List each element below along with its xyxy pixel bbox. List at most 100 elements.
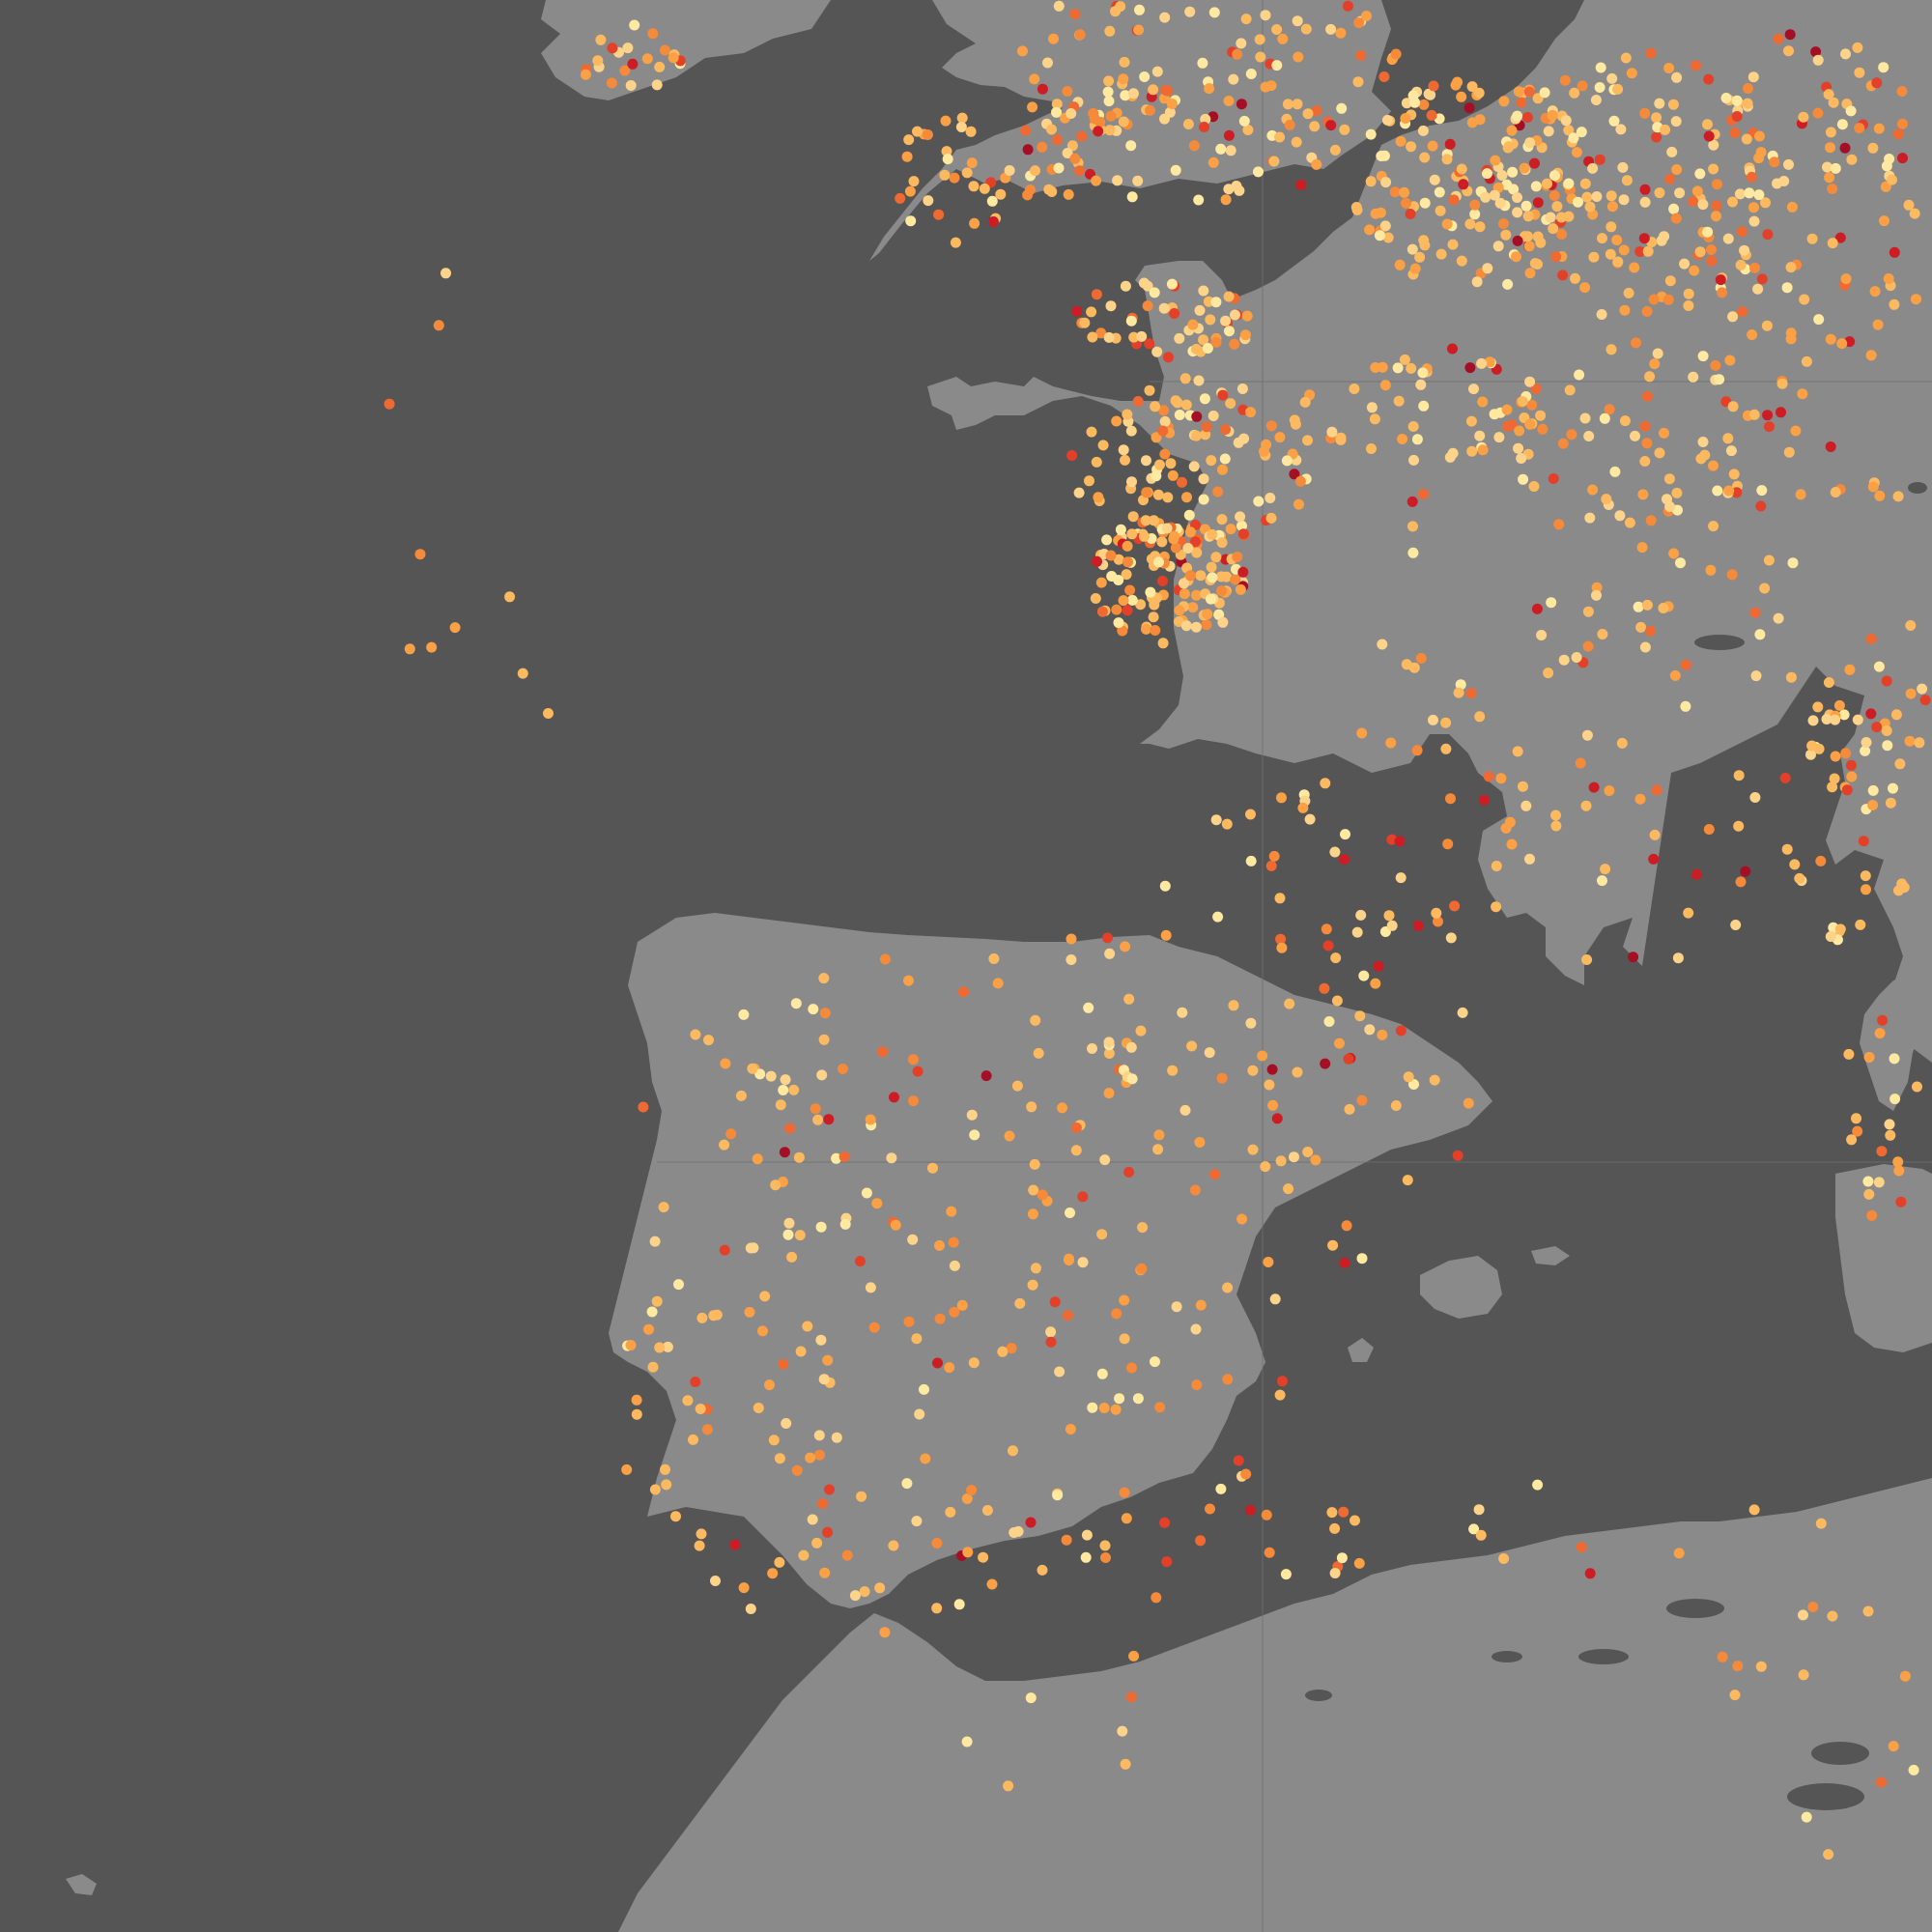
- map-marker[interactable]: [517, 668, 528, 679]
- map-marker[interactable]: [1756, 273, 1768, 285]
- map-marker[interactable]: [794, 1230, 806, 1241]
- map-marker[interactable]: [841, 1549, 853, 1561]
- map-marker[interactable]: [1550, 251, 1562, 263]
- map-marker[interactable]: [1141, 487, 1152, 498]
- map-marker[interactable]: [592, 55, 604, 67]
- map-marker[interactable]: [1495, 773, 1507, 784]
- map-marker[interactable]: [1855, 919, 1866, 930]
- map-marker[interactable]: [606, 77, 617, 89]
- map-marker[interactable]: [1240, 1468, 1252, 1480]
- map-marker[interactable]: [1840, 273, 1852, 285]
- map-marker[interactable]: [627, 58, 639, 70]
- map-marker[interactable]: [1379, 380, 1391, 391]
- map-marker[interactable]: [1763, 554, 1775, 566]
- map-marker[interactable]: [1893, 1165, 1905, 1177]
- map-marker[interactable]: [1223, 291, 1235, 302]
- map-marker[interactable]: [1194, 1137, 1206, 1148]
- map-marker[interactable]: [1419, 240, 1431, 251]
- map-marker[interactable]: [1717, 1651, 1728, 1662]
- map-marker[interactable]: [1073, 487, 1085, 498]
- map-marker[interactable]: [955, 122, 967, 132]
- map-marker[interactable]: [1277, 33, 1289, 44]
- map-marker[interactable]: [433, 320, 444, 331]
- map-marker[interactable]: [1120, 454, 1130, 466]
- map-marker[interactable]: [1731, 95, 1743, 106]
- map-marker[interactable]: [980, 1070, 992, 1082]
- map-marker[interactable]: [1323, 1016, 1335, 1027]
- map-marker[interactable]: [1608, 115, 1620, 127]
- map-marker[interactable]: [1401, 98, 1412, 109]
- map-marker[interactable]: [1466, 81, 1478, 93]
- map-marker[interactable]: [1276, 792, 1287, 804]
- map-marker[interactable]: [1156, 536, 1168, 548]
- map-marker[interactable]: [1029, 1158, 1040, 1170]
- map-marker[interactable]: [1513, 86, 1524, 98]
- map-marker[interactable]: [1531, 603, 1543, 614]
- map-marker[interactable]: [1759, 582, 1771, 594]
- map-marker[interactable]: [1740, 866, 1751, 877]
- map-marker[interactable]: [414, 549, 426, 560]
- map-marker[interactable]: [1639, 420, 1651, 432]
- map-marker[interactable]: [1267, 1099, 1279, 1111]
- map-marker[interactable]: [1889, 1053, 1900, 1065]
- map-marker[interactable]: [1558, 654, 1570, 666]
- map-marker[interactable]: [1209, 1169, 1221, 1180]
- map-marker[interactable]: [1392, 362, 1404, 374]
- map-marker[interactable]: [1873, 123, 1885, 134]
- map-marker[interactable]: [1445, 793, 1456, 805]
- map-marker[interactable]: [1512, 110, 1523, 122]
- map-marker[interactable]: [1863, 1052, 1875, 1063]
- map-marker[interactable]: [1783, 446, 1795, 458]
- map-marker[interactable]: [786, 1251, 798, 1263]
- map-marker[interactable]: [1827, 184, 1838, 194]
- map-marker[interactable]: [1747, 329, 1758, 340]
- map-marker[interactable]: [1238, 115, 1250, 127]
- map-marker[interactable]: [668, 52, 679, 64]
- map-marker[interactable]: [1228, 1000, 1239, 1011]
- map-marker[interactable]: [1843, 1048, 1855, 1060]
- map-marker[interactable]: [649, 1484, 661, 1495]
- map-marker[interactable]: [1261, 1509, 1272, 1520]
- map-marker[interactable]: [1498, 218, 1509, 230]
- map-marker[interactable]: [1724, 355, 1736, 366]
- map-marker[interactable]: [1268, 156, 1280, 167]
- map-marker[interactable]: [819, 1008, 831, 1019]
- map-marker[interactable]: [1642, 390, 1653, 402]
- map-marker[interactable]: [1128, 1650, 1140, 1662]
- map-marker[interactable]: [987, 216, 999, 227]
- map-marker[interactable]: [1651, 112, 1662, 124]
- map-marker[interactable]: [1236, 99, 1247, 110]
- map-marker[interactable]: [580, 69, 591, 80]
- map-marker[interactable]: [621, 1463, 633, 1475]
- map-marker[interactable]: [1778, 176, 1790, 186]
- map-marker[interactable]: [1061, 1534, 1072, 1546]
- map-marker[interactable]: [1580, 800, 1592, 811]
- map-marker[interactable]: [1105, 550, 1117, 561]
- map-marker[interactable]: [770, 1179, 781, 1191]
- map-marker[interactable]: [1727, 401, 1739, 412]
- map-marker[interactable]: [1245, 855, 1257, 867]
- map-marker[interactable]: [1648, 853, 1660, 865]
- map-marker[interactable]: [1265, 512, 1277, 524]
- map-marker[interactable]: [1114, 1393, 1125, 1405]
- map-marker[interactable]: [1429, 1074, 1440, 1086]
- map-marker[interactable]: [1161, 523, 1173, 534]
- map-marker[interactable]: [931, 1538, 943, 1548]
- map-marker[interactable]: [1222, 1374, 1234, 1385]
- map-marker[interactable]: [1004, 1130, 1015, 1142]
- map-marker[interactable]: [1428, 80, 1439, 92]
- map-marker[interactable]: [1198, 494, 1209, 505]
- map-marker[interactable]: [1174, 332, 1185, 344]
- map-marker[interactable]: [1428, 714, 1438, 725]
- map-marker[interactable]: [1801, 1811, 1812, 1823]
- map-marker[interactable]: [1577, 80, 1588, 92]
- map-marker[interactable]: [1102, 86, 1114, 98]
- map-marker[interactable]: [1447, 239, 1459, 250]
- map-marker[interactable]: [1867, 481, 1879, 493]
- map-marker[interactable]: [997, 1346, 1009, 1357]
- map-marker[interactable]: [1126, 191, 1138, 203]
- map-marker[interactable]: [1711, 211, 1721, 222]
- map-marker[interactable]: [1844, 664, 1856, 675]
- map-marker[interactable]: [956, 112, 968, 124]
- map-marker[interactable]: [1120, 1758, 1131, 1770]
